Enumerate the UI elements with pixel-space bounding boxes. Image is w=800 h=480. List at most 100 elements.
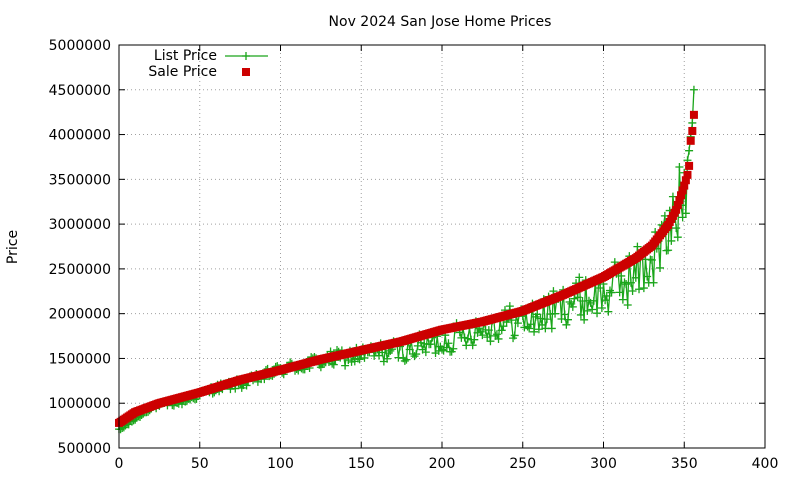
list-price-point xyxy=(562,320,571,329)
list-price-point xyxy=(383,354,392,363)
y-tick-label: 5000000 xyxy=(49,38,111,54)
list-price-point xyxy=(486,337,495,346)
legend-label-sale-price: Sale Price xyxy=(148,64,217,80)
list-price-point xyxy=(499,322,508,331)
list-price-point xyxy=(647,256,656,265)
list-price-point xyxy=(688,118,697,127)
sale-price-point xyxy=(683,170,692,179)
list-price-point xyxy=(607,288,616,297)
legend-marker-sale-price xyxy=(242,68,250,76)
list-price-point xyxy=(623,300,632,309)
list-price-point xyxy=(573,293,582,302)
list-price-point xyxy=(405,345,414,354)
x-tick-label: 200 xyxy=(429,456,456,472)
y-axis-label: Price xyxy=(5,230,21,264)
list-price-point xyxy=(689,85,698,94)
list-price-point xyxy=(442,343,451,352)
sale-price-point xyxy=(672,205,681,214)
list-price-point xyxy=(470,335,479,344)
list-price-point xyxy=(675,163,684,172)
list-price-point xyxy=(505,302,514,311)
list-price-point xyxy=(355,355,364,364)
list-price-point xyxy=(557,315,566,324)
list-price-point xyxy=(525,324,534,333)
x-tick-label: 350 xyxy=(671,456,698,472)
list-price-point xyxy=(602,291,611,300)
list-price-point xyxy=(568,302,577,311)
y-tick-label: 500000 xyxy=(58,441,111,457)
list-price-point xyxy=(617,271,626,280)
list-price-point xyxy=(400,356,409,365)
x-tick-label: 50 xyxy=(191,456,209,472)
list-price-point xyxy=(643,272,652,281)
list-price-point xyxy=(667,236,676,245)
list-price-point xyxy=(468,341,477,350)
sale-price-point xyxy=(681,176,690,185)
list-price-point xyxy=(560,310,569,319)
list-price-point xyxy=(513,319,522,328)
y-tick-label: 1000000 xyxy=(49,396,111,412)
sale-price-point xyxy=(686,136,695,145)
list-price-point xyxy=(530,327,539,336)
y-tick-label: 3500000 xyxy=(49,172,111,188)
list-price-point xyxy=(438,345,446,354)
list-price-point xyxy=(664,246,673,255)
list-price-point xyxy=(626,278,635,287)
list-price-point xyxy=(412,350,421,359)
list-price-point xyxy=(672,224,681,233)
list-price-point xyxy=(484,326,493,335)
legend-marker-list-price xyxy=(242,52,250,60)
list-price-point xyxy=(565,297,574,306)
list-price-point xyxy=(360,353,369,362)
list-price-point xyxy=(635,285,644,294)
y-tick-label: 2500000 xyxy=(49,262,111,278)
list-price-point xyxy=(575,273,584,282)
y-tick-label: 1500000 xyxy=(49,351,111,367)
list-price-point xyxy=(593,309,602,318)
list-price-point xyxy=(601,296,610,305)
list-price-point xyxy=(542,315,551,324)
list-price-point xyxy=(622,280,631,289)
list-price-point xyxy=(681,209,690,218)
list-price-point xyxy=(497,326,506,335)
chart-title: Nov 2024 San Jose Home Prices xyxy=(329,14,552,30)
x-tick-label: 400 xyxy=(752,456,779,472)
x-tick-label: 0 xyxy=(115,456,124,472)
list-price-point xyxy=(402,355,411,364)
list-price-point xyxy=(510,331,519,340)
list-price-point xyxy=(483,333,492,342)
list-price-point xyxy=(421,348,430,357)
list-price-point xyxy=(426,340,435,349)
list-price-point xyxy=(533,310,542,319)
sale-price-point xyxy=(680,181,689,190)
list-price-point xyxy=(656,263,665,272)
axis-ticks: 0 50 100 150 200 250 300 350 400 500000 1000000 150… xyxy=(49,38,779,472)
list-price-point xyxy=(492,330,501,339)
list-price-point xyxy=(526,320,535,329)
sale-price-point xyxy=(677,191,686,200)
list-price-point xyxy=(551,309,560,318)
list-price-point xyxy=(685,146,694,155)
list-price-point xyxy=(580,315,589,324)
sale-price-point xyxy=(673,200,682,209)
list-price-point xyxy=(329,360,338,369)
x-tick-label: 150 xyxy=(348,456,375,472)
x-tick-label: 100 xyxy=(267,456,294,472)
list-price-point xyxy=(639,284,648,293)
series-layer xyxy=(115,85,698,434)
list-price-point xyxy=(444,339,453,348)
list-price-point xyxy=(618,295,627,304)
list-price-point xyxy=(476,327,485,336)
y-tick-label: 3000000 xyxy=(49,217,111,233)
list-price-point xyxy=(615,288,624,297)
sale-price-point xyxy=(688,126,697,135)
sale-price-point xyxy=(675,196,684,205)
sale-price-point xyxy=(685,161,694,170)
list-price-point xyxy=(563,315,572,324)
list-price-point xyxy=(673,233,682,242)
list-price-point xyxy=(534,325,543,334)
list-price-point xyxy=(341,361,350,370)
list-price-point xyxy=(588,305,597,314)
